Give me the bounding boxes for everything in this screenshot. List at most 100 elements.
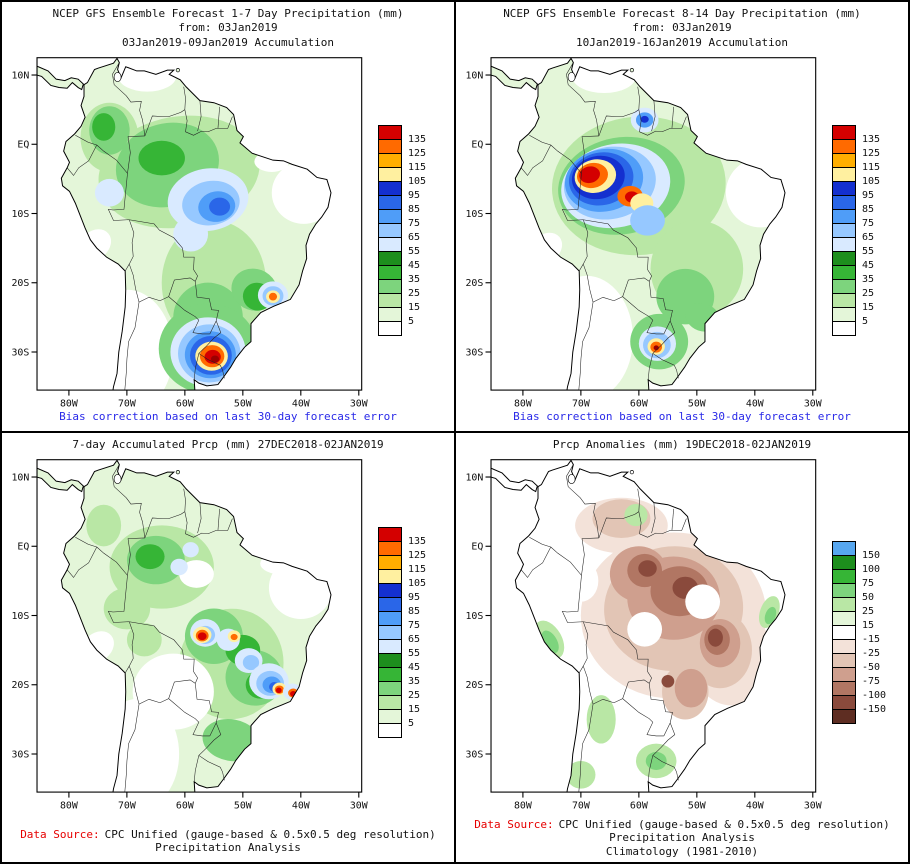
colorbar-tick-label: 115 (408, 161, 427, 173)
bias-correction-note: Bias correction based on last 30-day for… (513, 410, 851, 423)
title-line-1: NCEP GFS Ensemble Forecast 1-7 Day Preci… (52, 7, 404, 20)
colorbar-tick-label: 100 (862, 564, 881, 576)
colorbar-tick-label: 105 (862, 175, 881, 187)
colorbar-swatch (378, 180, 402, 196)
svg-text:30S: 30S (465, 750, 483, 761)
colorbar-swatch (832, 583, 856, 599)
colorbar-tick-label: 35 (862, 273, 875, 285)
colorbar-swatch (378, 278, 402, 294)
data-source-note: Data Source: CPC Unified (gauge-based & 0… (456, 818, 908, 858)
colorbar-swatches (832, 124, 856, 336)
colorbar-swatch (378, 527, 402, 543)
colorbar-tick-label: 15 (408, 704, 421, 716)
colorbar-swatches (378, 527, 402, 739)
colorbar-tick-label: 25 (408, 690, 421, 702)
svg-text:80W: 80W (60, 398, 78, 409)
data-source-text: CPC Unified (gauge-based & 0.5x0.5 deg r… (558, 818, 890, 844)
colorbar-swatch (378, 152, 402, 168)
colorbar-swatch (832, 611, 856, 627)
colorbar-tick-label: 35 (408, 676, 421, 688)
south-america-precip-map: 10N EQ 10S 20S 30S 80W 70W 60W 50W 40W 30W (11, 57, 368, 409)
colorbar-swatch (378, 222, 402, 238)
svg-text:30S: 30S (11, 750, 29, 761)
colorbar-swatch (378, 264, 402, 280)
svg-text:30W: 30W (350, 801, 368, 812)
panel-titles: Prcp Anomalies (mm) 19DEC2018-02JAN2019 (456, 433, 908, 452)
svg-text:50W: 50W (688, 801, 706, 812)
colorbar-tick-label: 135 (408, 133, 427, 145)
panel-gfs-forecast-1-7: NCEP GFS Ensemble Forecast 1-7 Day Preci… (2, 2, 454, 431)
colorbar-tick-label: 50 (862, 592, 875, 604)
colorbar-swatch (832, 124, 856, 140)
colorbar-tick-label: -50 (862, 662, 881, 674)
south-america-precip-map: 10N EQ 10S 20S 30S 80W 70W 60W 50W 40W 30W (11, 459, 368, 812)
colorbar-tick-label: 25 (408, 287, 421, 299)
panel-titles: NCEP GFS Ensemble Forecast 8-14 Day Prec… (456, 2, 908, 50)
colorbar-swatch (832, 709, 856, 725)
svg-text:EQ: EQ (471, 139, 483, 150)
colorbar-tick-label: 75 (862, 578, 875, 590)
colorbar-swatch (378, 194, 402, 210)
colorbar-tick-label: 25 (862, 606, 875, 618)
colorbar-swatch (832, 541, 856, 557)
colorbar-swatch (832, 306, 856, 322)
colorbar-tick-label: 125 (408, 147, 427, 159)
colorbar-swatches (378, 124, 402, 336)
map-row: 10N EQ 10S 20S 30S 80W 70W 60W 50W 40W 30W 135 125 1… (2, 453, 454, 812)
svg-text:30S: 30S (465, 347, 483, 358)
svg-text:30S: 30S (11, 347, 29, 358)
title-line-3: 10Jan2019-16Jan2019 Accumulation (576, 35, 788, 49)
svg-text:EQ: EQ (17, 139, 29, 150)
colorbar-swatch (832, 695, 856, 711)
colorbar-swatch (378, 611, 402, 627)
title-line-2: from: 03Jan2019 (178, 21, 278, 35)
colorbar-tick-label: 45 (408, 662, 421, 674)
south-america-precip-map: 10N EQ 10S 20S 30S 80W 70W 60W 50W 40W 30W (465, 57, 822, 409)
svg-text:30W: 30W (804, 398, 822, 409)
colorbar-tick-label: 35 (408, 273, 421, 285)
colorbar-tick-label: 85 (408, 203, 421, 215)
svg-text:40W: 40W (746, 801, 764, 812)
colorbar-swatch (832, 555, 856, 571)
colorbar-tick-label: 55 (408, 648, 421, 660)
colorbar-swatch (832, 208, 856, 224)
svg-text:10S: 10S (11, 611, 29, 622)
colorbar-swatch (832, 222, 856, 238)
map-row: 10N EQ 10S 20S 30S 80W 70W 60W 50W 40W 30W 135 125 1… (456, 51, 908, 410)
colorbar-tick-label: 55 (408, 245, 421, 257)
svg-text:70W: 70W (572, 801, 590, 812)
title-line-1: NCEP GFS Ensemble Forecast 8-14 Day Prec… (503, 7, 861, 20)
colorbar-swatch (832, 681, 856, 697)
colorbar-tick-label: 5 (862, 315, 869, 327)
colorbar-swatch (378, 541, 402, 557)
svg-text:40W: 40W (292, 801, 310, 812)
colorbar-swatch (832, 278, 856, 294)
colorbar-swatch (832, 264, 856, 280)
panel-titles: 7-day Accumulated Prcp (mm) 27DEC2018-02… (2, 433, 454, 452)
colorbar-tick-label: 150 (862, 550, 881, 562)
svg-text:10N: 10N (11, 70, 29, 81)
colorbar-tick-label: 65 (408, 634, 421, 646)
climatology-note: Climatology (1981-2010) (605, 845, 759, 858)
colorbar-tick-label: 5 (408, 718, 415, 730)
colorbar-precip: 135 125 115 105 95 85 75 65 55 45 35 25 15 5 (378, 527, 442, 739)
colorbar-swatch (378, 236, 402, 252)
colorbar-swatch (832, 639, 856, 655)
svg-text:10S: 10S (11, 209, 29, 220)
colorbar-tick-label: 85 (862, 203, 875, 215)
colorbar-swatch (832, 166, 856, 182)
svg-text:60W: 60W (630, 801, 648, 812)
colorbar-swatch (378, 292, 402, 308)
colorbar-tick-label: 115 (862, 161, 881, 173)
svg-text:EQ: EQ (17, 542, 29, 553)
svg-text:30W: 30W (804, 801, 822, 812)
colorbar-swatch (378, 709, 402, 725)
svg-text:20S: 20S (11, 278, 29, 289)
colorbar-swatch (378, 250, 402, 266)
colorbar-swatch (378, 681, 402, 697)
svg-text:10N: 10N (11, 473, 29, 484)
title-line-2: from: 03Jan2019 (632, 21, 732, 35)
panel-titles: NCEP GFS Ensemble Forecast 1-7 Day Preci… (2, 2, 454, 50)
data-source-note: Data Source: CPC Unified (gauge-based & 0… (2, 828, 454, 854)
colorbar-swatch (378, 667, 402, 683)
